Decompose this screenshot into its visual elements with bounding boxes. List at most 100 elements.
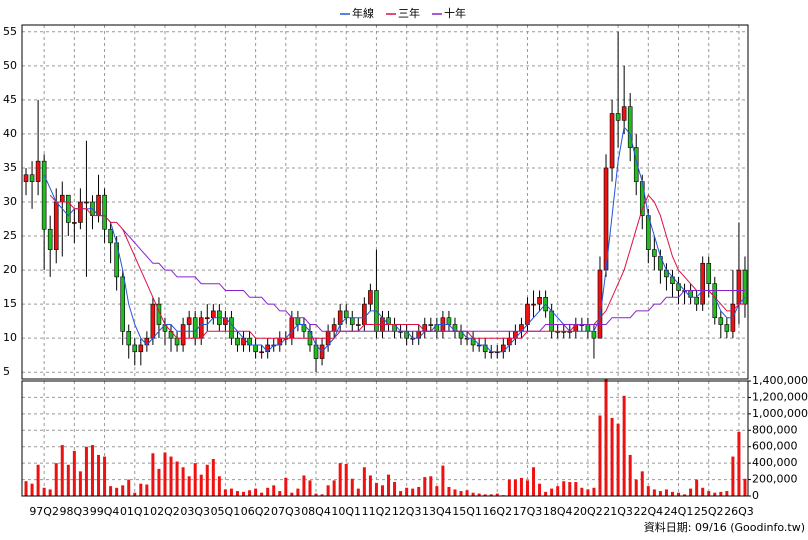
candle-body <box>633 147 639 182</box>
candle-body <box>428 324 434 326</box>
volume-bar <box>713 492 717 496</box>
volume-bar <box>731 456 735 496</box>
volume-bar <box>640 471 644 496</box>
candle-body <box>331 324 337 332</box>
x-tick-label: 97Q2 <box>29 505 59 518</box>
volume-bar <box>103 456 107 496</box>
volume-bar <box>507 479 511 496</box>
y2-tick-label: 400,000 <box>752 456 798 469</box>
volume-bar <box>447 486 451 496</box>
candle-body <box>356 324 361 326</box>
candle-body <box>609 113 615 169</box>
candle-body <box>259 351 264 354</box>
volume-bar <box>489 494 493 496</box>
candle-body <box>724 324 730 332</box>
volume-bar <box>658 491 662 496</box>
candle-body <box>235 337 240 346</box>
x-tick-label: 06Q2 <box>241 505 271 518</box>
volume-bar <box>115 487 119 496</box>
volume-bar <box>54 463 58 496</box>
y-tick-label: 30 <box>3 195 17 208</box>
candle-body <box>627 106 633 148</box>
volume-bar <box>217 476 221 496</box>
x-tick-label: 21Q3 <box>603 505 633 518</box>
volume-bar <box>205 464 209 496</box>
volume-bar <box>622 395 626 496</box>
volume-bar <box>109 486 113 496</box>
x-tick-label: 10Q1 <box>331 505 361 518</box>
candle-body <box>343 310 349 319</box>
y2-tick-label: 800,000 <box>752 423 798 436</box>
x-tick-label: 11Q2 <box>362 505 392 518</box>
candle-body <box>180 324 186 346</box>
y-tick-label: 10 <box>3 331 17 344</box>
candle-body <box>198 317 204 339</box>
volume-bar <box>646 486 650 496</box>
volume-bar <box>90 445 94 496</box>
x-tick-label: 16Q2 <box>482 505 512 518</box>
x-tick-label: 99Q4 <box>90 505 120 518</box>
candle-body <box>84 201 89 204</box>
volume-bar <box>519 477 523 496</box>
volume-bar <box>187 476 191 496</box>
y2-tick-label: 200,000 <box>752 473 798 486</box>
candle-body <box>23 174 29 182</box>
volume-bar <box>435 486 439 496</box>
volume-bar <box>374 482 378 496</box>
volume-bar <box>326 485 330 496</box>
candle-body <box>368 290 373 305</box>
volume-bar <box>42 487 46 496</box>
volume-bar <box>423 477 427 496</box>
volume-bar <box>36 464 40 496</box>
candle-body <box>174 337 180 346</box>
volume-bar <box>181 467 185 496</box>
candle-body <box>585 324 591 332</box>
volume-bar <box>695 479 699 496</box>
candle-body <box>96 194 101 216</box>
candle-body <box>694 297 699 305</box>
x-tick-label: 05Q1 <box>211 505 241 518</box>
volume-bar <box>362 467 366 496</box>
volume-bar <box>84 446 88 496</box>
x-tick-label: 26Q3 <box>724 505 754 518</box>
candle-body <box>525 303 530 325</box>
x-tick-label: 12Q3 <box>392 505 422 518</box>
volume-bar <box>48 489 52 496</box>
candle-body <box>78 201 83 223</box>
volume-bar <box>60 445 64 496</box>
volume-bar <box>296 488 300 496</box>
volume-bar <box>139 483 143 496</box>
volume-bar <box>127 479 131 496</box>
candle-body <box>126 331 132 346</box>
volume-bar <box>652 489 656 496</box>
volume-bar <box>145 484 149 496</box>
candle-body <box>66 194 71 223</box>
volume-bar <box>163 452 167 496</box>
candle-body <box>621 106 627 121</box>
volume-bar <box>229 488 233 496</box>
candle-body <box>591 331 597 339</box>
volume-bar <box>453 489 457 496</box>
volume-bar <box>586 489 590 496</box>
volume-bar <box>628 454 632 496</box>
candle-body <box>150 303 156 339</box>
volume-bar <box>320 494 324 496</box>
y2-tick-label: 0 <box>752 489 759 502</box>
candle-body <box>211 310 216 319</box>
volume-bar <box>465 490 469 496</box>
volume-bar <box>387 474 391 496</box>
volume-bar <box>393 482 397 496</box>
volume-bar <box>737 431 741 496</box>
volume-bar <box>211 459 215 496</box>
x-tick-label: 18Q4 <box>543 505 573 518</box>
x-tick-label: 98Q3 <box>60 505 90 518</box>
volume-bar <box>707 491 711 496</box>
volume-bar <box>290 492 294 496</box>
y-tick-label: 45 <box>3 93 17 106</box>
volume-bar <box>405 487 409 496</box>
volume-bar <box>30 483 34 496</box>
volume-bar <box>441 465 445 496</box>
candle-body <box>446 317 452 325</box>
candle-body <box>700 262 705 305</box>
